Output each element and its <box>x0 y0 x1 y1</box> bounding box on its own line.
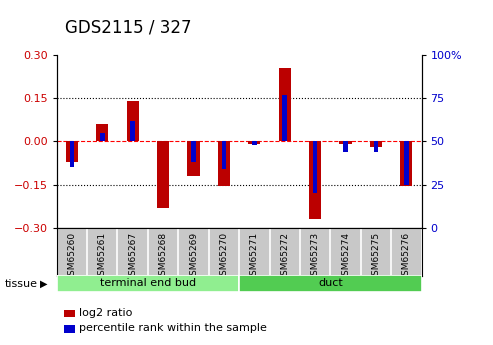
Bar <box>248 141 260 144</box>
Bar <box>252 141 256 145</box>
Text: GSM65275: GSM65275 <box>371 231 381 281</box>
Text: GSM65268: GSM65268 <box>159 231 168 281</box>
Bar <box>70 141 74 167</box>
Bar <box>191 141 196 162</box>
Text: GSM65272: GSM65272 <box>280 231 289 280</box>
Text: GSM65276: GSM65276 <box>402 231 411 281</box>
Bar <box>404 141 409 185</box>
Bar <box>57 275 239 292</box>
Text: ▶: ▶ <box>40 279 48 288</box>
Bar <box>131 121 135 141</box>
Text: GSM65267: GSM65267 <box>128 231 137 281</box>
Text: GSM65270: GSM65270 <box>219 231 228 281</box>
Bar <box>282 95 287 141</box>
Bar <box>400 141 412 186</box>
Bar <box>187 141 200 176</box>
Text: percentile rank within the sample: percentile rank within the sample <box>79 324 267 333</box>
Text: terminal end bud: terminal end bud <box>100 278 196 288</box>
Bar <box>66 141 78 161</box>
Bar <box>313 141 317 193</box>
Text: GSM65273: GSM65273 <box>311 231 319 281</box>
Bar <box>374 141 378 152</box>
Text: tissue: tissue <box>5 279 38 288</box>
Bar <box>309 141 321 219</box>
Text: GSM65261: GSM65261 <box>98 231 107 281</box>
Bar <box>218 141 230 186</box>
Bar <box>157 141 169 208</box>
Text: GSM65271: GSM65271 <box>250 231 259 281</box>
Text: duct: duct <box>318 278 343 288</box>
Bar <box>96 124 108 141</box>
Bar <box>370 141 382 147</box>
Text: GSM65269: GSM65269 <box>189 231 198 281</box>
Text: GDS2115 / 327: GDS2115 / 327 <box>65 18 191 36</box>
Bar <box>339 141 352 144</box>
Bar <box>279 68 291 141</box>
Text: GSM65274: GSM65274 <box>341 231 350 280</box>
Bar <box>127 101 139 141</box>
Bar <box>222 141 226 169</box>
Bar <box>343 141 348 152</box>
Bar <box>239 275 422 292</box>
Text: log2 ratio: log2 ratio <box>79 308 132 318</box>
Bar <box>100 133 105 141</box>
Text: GSM65260: GSM65260 <box>68 231 76 281</box>
